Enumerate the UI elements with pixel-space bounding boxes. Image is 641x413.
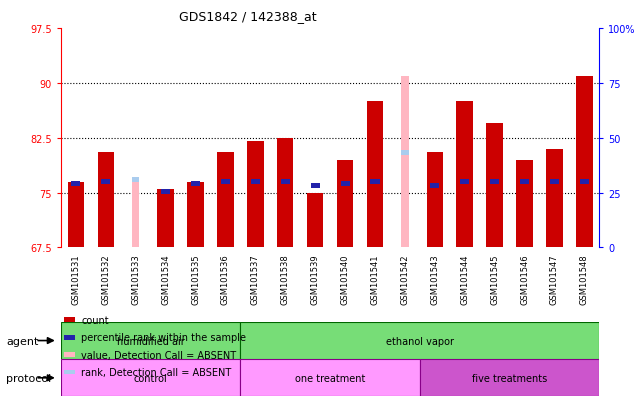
Bar (401, 150, 408, 156)
Text: ethanol vapor: ethanol vapor (386, 336, 454, 346)
Bar (460, 180, 469, 185)
Text: GSM101536: GSM101536 (221, 254, 230, 304)
Bar (430, 183, 439, 188)
Text: GSM101541: GSM101541 (370, 254, 379, 304)
Text: GSM101543: GSM101543 (430, 254, 439, 304)
Bar (550, 180, 559, 185)
Bar (217, 153, 233, 248)
Text: GSM101547: GSM101547 (550, 254, 559, 304)
Text: GSM101545: GSM101545 (490, 254, 499, 304)
Bar (240, 359, 420, 396)
Bar (281, 180, 290, 185)
Text: value, Detection Call = ABSENT: value, Detection Call = ABSENT (81, 350, 237, 360)
Bar (132, 178, 139, 183)
Bar (251, 180, 260, 185)
Text: humidified air: humidified air (117, 336, 185, 346)
Text: GSM101533: GSM101533 (131, 254, 140, 304)
Text: GSM101537: GSM101537 (251, 254, 260, 304)
Text: GSM101535: GSM101535 (191, 254, 200, 304)
Bar (97, 153, 114, 248)
Text: GSM101532: GSM101532 (101, 254, 110, 304)
Bar (490, 180, 499, 185)
Bar (370, 180, 379, 185)
Bar (520, 180, 529, 185)
Bar (456, 102, 473, 248)
Bar (337, 160, 353, 248)
Text: one treatment: one treatment (295, 373, 365, 383)
Bar (240, 322, 599, 359)
Bar (187, 182, 204, 248)
Text: GSM101546: GSM101546 (520, 254, 529, 304)
Bar (311, 183, 320, 188)
Bar (61, 322, 240, 359)
Text: count: count (81, 315, 109, 325)
Bar (576, 76, 593, 248)
Bar (68, 182, 84, 248)
Text: GSM101548: GSM101548 (580, 254, 589, 304)
Text: GSM101542: GSM101542 (401, 254, 410, 304)
Bar (580, 180, 589, 185)
Bar (546, 150, 563, 248)
Text: GSM101531: GSM101531 (71, 254, 80, 304)
Bar (221, 180, 230, 185)
Bar (61, 359, 240, 396)
Bar (158, 190, 174, 248)
Text: rank, Detection Call = ABSENT: rank, Detection Call = ABSENT (81, 367, 231, 377)
Bar (367, 102, 383, 248)
Bar (247, 142, 263, 248)
Text: control: control (134, 373, 167, 383)
Bar (307, 193, 324, 248)
Text: GSM101539: GSM101539 (311, 254, 320, 304)
Bar (427, 153, 443, 248)
Text: GSM101544: GSM101544 (460, 254, 469, 304)
Bar (487, 124, 503, 248)
Bar (517, 160, 533, 248)
Bar (71, 182, 80, 187)
Bar (161, 189, 170, 194)
Text: GDS1842 / 142388_at: GDS1842 / 142388_at (179, 10, 317, 23)
Text: five treatments: five treatments (472, 373, 547, 383)
Bar (277, 138, 294, 248)
Text: protocol: protocol (6, 373, 52, 383)
Bar (101, 180, 110, 185)
Text: GSM101538: GSM101538 (281, 254, 290, 304)
Text: GSM101534: GSM101534 (161, 254, 170, 304)
Bar (340, 182, 349, 187)
Bar (132, 182, 139, 248)
Bar (420, 359, 599, 396)
Text: GSM101540: GSM101540 (340, 254, 349, 304)
Bar (401, 76, 408, 248)
Text: agent: agent (6, 336, 39, 346)
Bar (191, 182, 200, 187)
Text: percentile rank within the sample: percentile rank within the sample (81, 332, 246, 342)
